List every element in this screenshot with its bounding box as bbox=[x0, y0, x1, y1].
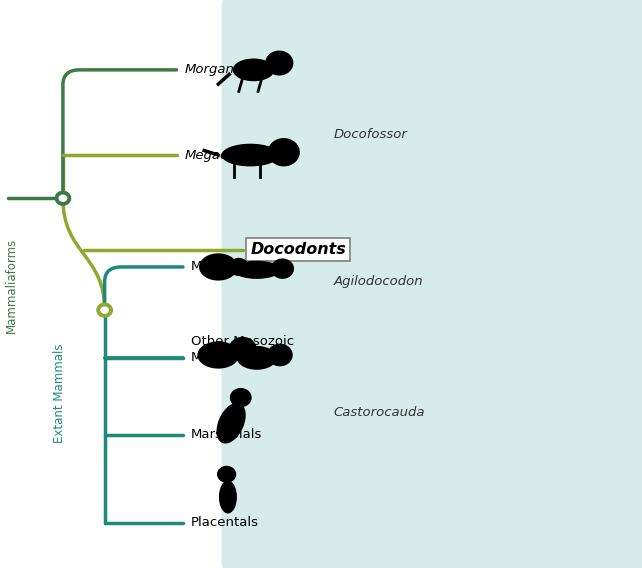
Circle shape bbox=[265, 51, 293, 76]
Text: Marsupials: Marsupials bbox=[191, 428, 262, 441]
FancyBboxPatch shape bbox=[221, 0, 642, 568]
Text: Placentals: Placentals bbox=[191, 516, 259, 529]
Circle shape bbox=[217, 466, 236, 483]
Text: Agilodocodon: Agilodocodon bbox=[334, 275, 424, 289]
Text: Docodonts: Docodonts bbox=[250, 243, 346, 257]
Text: Docofossor: Docofossor bbox=[334, 128, 408, 141]
Circle shape bbox=[271, 258, 294, 279]
Ellipse shape bbox=[237, 346, 277, 370]
Text: Morganucodon: Morganucodon bbox=[184, 64, 282, 76]
Text: Megaconus: Megaconus bbox=[184, 149, 259, 161]
Ellipse shape bbox=[232, 59, 274, 81]
Circle shape bbox=[229, 258, 249, 276]
Ellipse shape bbox=[197, 341, 239, 369]
Ellipse shape bbox=[199, 253, 238, 281]
Ellipse shape bbox=[219, 481, 237, 513]
Circle shape bbox=[267, 344, 293, 366]
Text: Monotremes: Monotremes bbox=[191, 261, 273, 273]
Ellipse shape bbox=[216, 403, 246, 444]
Circle shape bbox=[98, 304, 111, 316]
Ellipse shape bbox=[232, 261, 281, 279]
Text: Other Mesozoic
Mammals: Other Mesozoic Mammals bbox=[191, 335, 294, 364]
Text: Mammaliaforms: Mammaliaforms bbox=[4, 238, 17, 333]
Circle shape bbox=[268, 138, 300, 166]
Circle shape bbox=[230, 388, 252, 407]
Text: Castorocauda: Castorocauda bbox=[334, 406, 426, 419]
Circle shape bbox=[56, 193, 69, 204]
Ellipse shape bbox=[221, 144, 279, 166]
Text: Extant Mammals: Extant Mammals bbox=[53, 344, 66, 444]
Circle shape bbox=[229, 337, 257, 362]
